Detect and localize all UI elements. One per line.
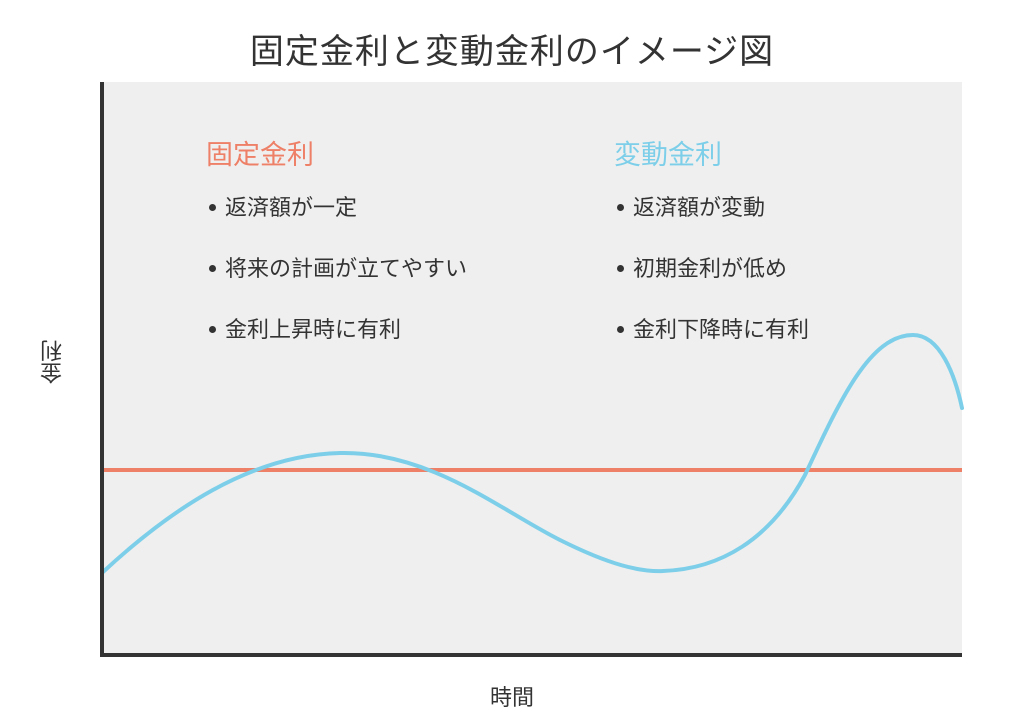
legend-variable-item: 金利下降時に有利 (614, 316, 809, 346)
bullet-icon (209, 203, 216, 211)
legend-fixed-item: 金利上昇時に有利 (206, 316, 467, 346)
y-axis-label: 金利 (41, 340, 66, 384)
legend-fixed-heading: 固定金利 (206, 140, 314, 171)
plot-area (103, 82, 962, 654)
legend-variable-item: 返済額が変動 (614, 194, 809, 224)
bullet-icon (209, 264, 216, 272)
bullet-icon (617, 264, 624, 272)
chart-title: 固定金利と変動金利のイメージ図 (249, 32, 775, 72)
variable-rate-curve (101, 332, 964, 574)
bullet-icon (617, 325, 624, 333)
legend-fixed-rate: 固定金利 返済額が一定 将来の計画が立てやすい 金利上昇時に有利 (206, 138, 467, 377)
y-axis (100, 82, 104, 657)
legend-fixed-item: 返済額が一定 (206, 194, 467, 224)
legend-variable-heading: 変動金利 (614, 140, 722, 171)
bullet-icon (617, 203, 624, 211)
x-axis (100, 653, 962, 657)
legend-fixed-item: 将来の計画が立てやすい (206, 255, 467, 285)
bullet-icon (209, 325, 216, 333)
legend-variable-rate: 変動金利 返済額が変動 初期金利が低め 金利下降時に有利 (614, 138, 809, 377)
legend-variable-item: 初期金利が低め (614, 255, 809, 285)
x-axis-label: 時間 (489, 686, 534, 711)
